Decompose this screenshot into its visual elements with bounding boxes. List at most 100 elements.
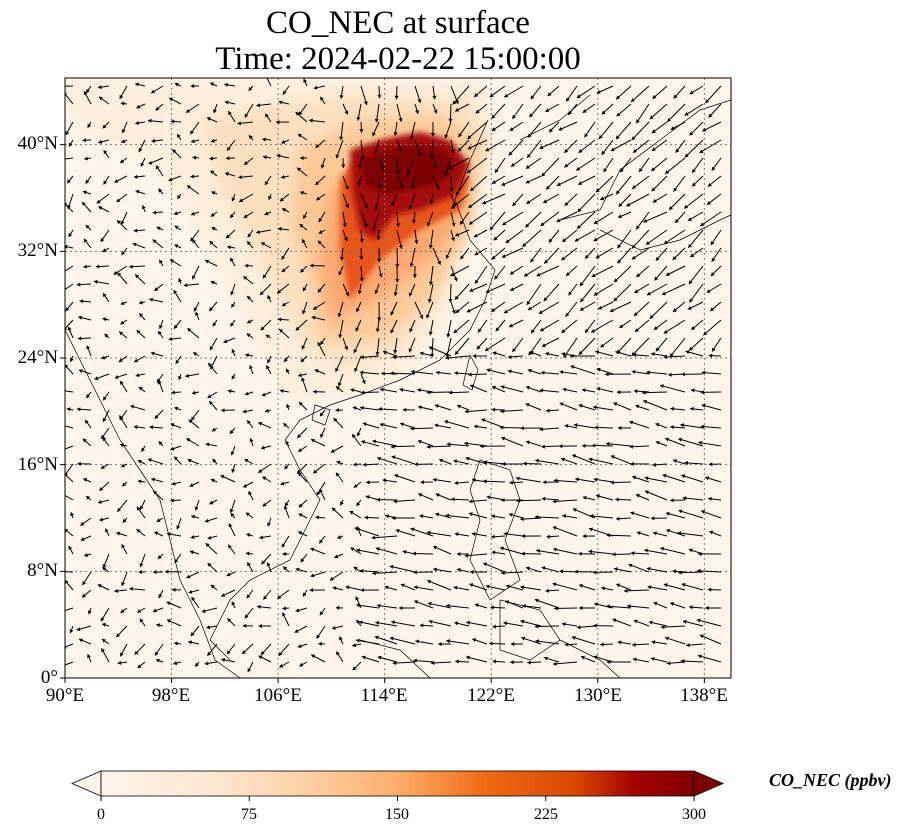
wind-arrow	[445, 355, 470, 359]
wind-arrow-head	[634, 289, 639, 293]
wind-arrow-head	[585, 328, 589, 333]
wind-arrow	[354, 527, 380, 537]
wind-arrow-head	[562, 514, 567, 519]
wind-arrow-head	[535, 639, 540, 644]
wind-arrow-head	[665, 437, 670, 442]
wind-arrow	[678, 571, 704, 574]
wind-arrow-head	[310, 547, 315, 552]
wind-arrow-head	[227, 618, 232, 623]
wind-arrow-head	[451, 237, 456, 242]
wind-arrow-head	[264, 181, 269, 186]
wind-arrow-head	[540, 327, 545, 332]
wind-arrow-head	[561, 457, 565, 462]
wind-arrow-head	[247, 420, 251, 425]
wind-arrow-head	[448, 298, 453, 303]
wind-arrow	[485, 283, 506, 294]
wind-arrow-head	[576, 166, 581, 171]
wind-arrow-head	[677, 531, 682, 536]
wind-arrow-head	[688, 243, 693, 248]
wind-arrow-head	[593, 237, 598, 242]
wind-arrow-head	[617, 425, 622, 430]
wind-arrow	[576, 211, 596, 230]
wind-arrow-head	[83, 264, 88, 269]
wind-arrow-head	[512, 114, 517, 119]
wind-arrow-head	[335, 605, 340, 610]
wind-arrow-head	[455, 232, 460, 237]
wind-arrow-head	[228, 111, 232, 116]
wind-arrow-head	[510, 642, 515, 647]
wind-arrow-head	[281, 139, 286, 144]
wind-arrow-head	[460, 255, 465, 260]
wind-arrow	[394, 474, 416, 483]
wind-arrow-head	[300, 190, 304, 195]
wind-arrow	[631, 229, 650, 249]
wind-arrow	[556, 175, 578, 187]
wind-arrow-head	[489, 93, 494, 98]
wind-arrow-head	[82, 438, 87, 443]
wind-arrow-head	[432, 477, 437, 482]
wind-arrow-head	[572, 454, 577, 459]
wind-arrow-head	[78, 315, 83, 320]
wind-arrow-head	[571, 635, 576, 640]
wind-arrow-head	[171, 481, 176, 486]
wind-arrow	[356, 549, 380, 555]
wind-arrow	[464, 409, 488, 413]
wind-arrow-head	[210, 478, 215, 483]
wind-arrow	[65, 283, 74, 291]
wind-arrow-head	[120, 380, 124, 385]
wind-arrow-head	[504, 309, 509, 314]
wind-arrow-head	[509, 480, 514, 485]
wind-arrow-head	[190, 534, 195, 540]
wind-arrow-head	[682, 496, 687, 501]
wind-arrow-head	[262, 155, 267, 160]
wind-arrow-head	[600, 642, 604, 647]
wind-arrow-head	[642, 390, 646, 395]
wind-arrow-head	[564, 148, 569, 153]
wind-arrow-head	[185, 373, 190, 378]
wind-arrow-head	[400, 583, 405, 588]
wind-arrow-head	[419, 514, 424, 519]
wind-arrow-head	[670, 425, 674, 430]
wind-arrow-head	[385, 514, 390, 519]
wind-arrow-head	[349, 511, 354, 515]
wind-arrow-head	[415, 639, 420, 644]
wind-arrow-head	[258, 421, 263, 426]
wind-arrow-head	[86, 345, 91, 350]
wind-arrow-head	[654, 276, 659, 281]
wind-arrow-head	[419, 351, 424, 356]
wind-arrow	[65, 425, 74, 429]
wind-arrow-head	[526, 385, 531, 390]
lat-label-24n: 24°N	[17, 347, 58, 368]
wind-arrow	[65, 494, 74, 501]
wind-arrow-head	[558, 126, 563, 131]
wind-arrow-head	[467, 145, 472, 150]
wind-arrow-head	[86, 496, 91, 500]
wind-arrow-head	[529, 113, 534, 118]
wind-arrow-head	[174, 82, 179, 87]
wind-arrow-head	[256, 229, 260, 235]
wind-arrow-head	[65, 327, 68, 331]
wind-arrow-head	[277, 289, 282, 294]
wind-arrow-head	[230, 213, 234, 218]
lon-label-90e: 90°E	[45, 685, 85, 706]
wind-arrow-head	[335, 472, 340, 477]
colorbar-gradient	[100, 770, 695, 797]
wind-arrow-head	[596, 367, 601, 372]
wind-arrow-head	[377, 317, 382, 321]
wind-arrow-head	[619, 324, 624, 328]
wind-arrow-head	[400, 422, 405, 427]
wind-arrow-head	[481, 418, 486, 423]
wind-arrow-head	[673, 94, 678, 99]
wind-arrow	[624, 589, 650, 592]
wind-arrow-head	[190, 632, 195, 637]
wind-arrow-head	[84, 552, 88, 557]
wind-arrow-head	[345, 292, 350, 297]
wind-arrow-head	[343, 237, 348, 242]
wind-arrow-head	[246, 333, 251, 338]
wind-arrow-head	[412, 551, 416, 556]
wind-arrow-head	[650, 516, 655, 521]
wind-arrow-head	[528, 351, 533, 356]
wind-arrow-head	[711, 347, 716, 352]
wind-arrow-head	[530, 258, 535, 263]
colorbar-tick-225: 225	[534, 806, 558, 823]
